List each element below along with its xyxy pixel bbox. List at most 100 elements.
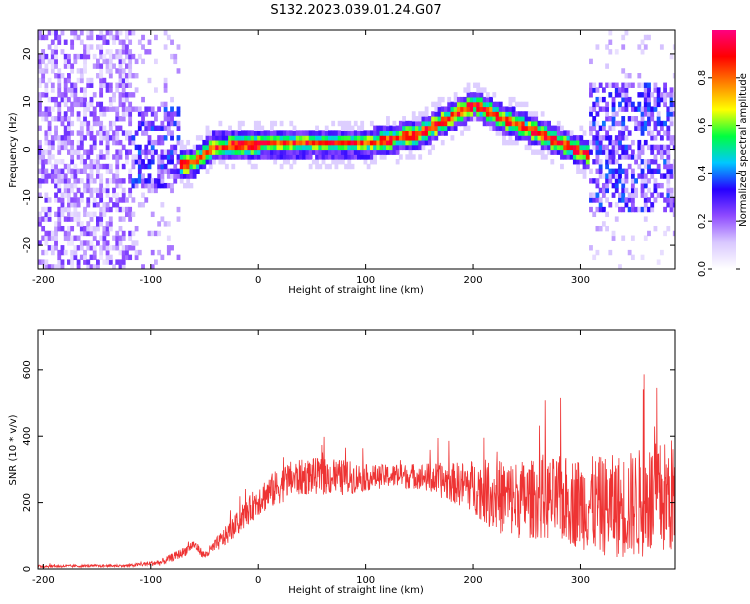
- heatmap-cell: [57, 206, 62, 213]
- heatmap-cell: [50, 87, 55, 93]
- y-tick-label: 600: [22, 360, 33, 379]
- heatmap-cell: [86, 163, 91, 170]
- heatmap-cell: [105, 221, 110, 227]
- heatmap-cell: [253, 154, 258, 160]
- heatmap-cell: [92, 53, 97, 60]
- heatmap-cell: [601, 221, 606, 227]
- heatmap-cell: [279, 130, 284, 136]
- heatmap-cell: [311, 144, 316, 151]
- heatmap-cell: [592, 135, 597, 141]
- heatmap-cell: [627, 192, 632, 198]
- heatmap-cell: [192, 168, 197, 174]
- heatmap-cell: [50, 58, 55, 65]
- heatmap-cell: [598, 187, 603, 194]
- heatmap-cell: [157, 154, 162, 160]
- heatmap-cell: [595, 225, 600, 232]
- heatmap-cell: [299, 144, 303, 151]
- heatmap-cell: [99, 235, 104, 241]
- heatmap-cell: [63, 187, 68, 194]
- heatmap-cell: [611, 230, 616, 237]
- heatmap-cell: [592, 144, 597, 151]
- heatmap-cell: [50, 139, 55, 146]
- heatmap-cell: [630, 154, 635, 160]
- heatmap-cell: [318, 139, 323, 146]
- heatmap-cell: [128, 63, 133, 69]
- heatmap-cell: [47, 159, 52, 165]
- heatmap-cell: [485, 111, 490, 117]
- heatmap-cell: [89, 264, 94, 269]
- heatmap-cell: [347, 159, 352, 165]
- heatmap-cell: [605, 82, 609, 88]
- heatmap-cell: [115, 68, 120, 74]
- heatmap-cell: [131, 92, 136, 98]
- heatmap-cell: [121, 49, 126, 55]
- heatmap-cell: [398, 144, 403, 151]
- heatmap-cell: [108, 96, 113, 103]
- heatmap-cell: [357, 154, 361, 160]
- heatmap-cell: [79, 53, 84, 60]
- heatmap-cell: [141, 149, 145, 155]
- heatmap-cell: [67, 58, 71, 65]
- heatmap-cell: [592, 197, 597, 203]
- y-tick-label: 400: [22, 427, 33, 446]
- heatmap-cell: [86, 187, 91, 194]
- heatmap-cell: [663, 163, 668, 170]
- heatmap-cell: [392, 120, 397, 127]
- heatmap-cell: [121, 254, 126, 261]
- heatmap-cell: [38, 216, 42, 222]
- y-tick-label: -10: [22, 189, 33, 205]
- heatmap-cell: [163, 82, 168, 88]
- heatmap-cell: [96, 240, 100, 246]
- heatmap-cell: [57, 111, 62, 117]
- heatmap-cell: [144, 163, 149, 170]
- heatmap-cell: [621, 34, 626, 41]
- heatmap-cell: [128, 187, 133, 194]
- heatmap-cell: [186, 163, 191, 170]
- heatmap-cell: [324, 135, 329, 141]
- heatmap-cell: [505, 120, 510, 127]
- heatmap-cell: [44, 259, 49, 265]
- heatmap-cell: [415, 139, 419, 146]
- heatmap-cell: [643, 125, 648, 131]
- heatmap-cell: [192, 163, 197, 170]
- heatmap-cell: [128, 101, 133, 108]
- heatmap-cell: [86, 106, 91, 112]
- heatmap-cell: [205, 125, 210, 131]
- heatmap-cell: [125, 63, 129, 69]
- heatmap-cell: [308, 154, 313, 160]
- x-tick-label: 200: [464, 575, 483, 586]
- heatmap-cell: [647, 159, 651, 165]
- heatmap-cell: [630, 197, 635, 203]
- heatmap-cell: [228, 149, 232, 155]
- heatmap-cell: [640, 178, 645, 184]
- heatmap-cell: [128, 39, 133, 45]
- heatmap-cell: [334, 144, 339, 151]
- heatmap-cell: [96, 225, 100, 232]
- heatmap-cell: [456, 96, 461, 103]
- heatmap-cell: [41, 58, 46, 65]
- heatmap-cell: [118, 58, 123, 65]
- heatmap-cell: [121, 87, 126, 93]
- heatmap-cell: [643, 178, 648, 184]
- heatmap-cell: [118, 73, 123, 79]
- heatmap-cell: [598, 163, 603, 170]
- heatmap-cell: [621, 192, 626, 198]
- heatmap-cell: [601, 144, 606, 151]
- heatmap-cell: [73, 30, 78, 36]
- heatmap-cell: [41, 73, 46, 79]
- heatmap-cell: [112, 34, 116, 41]
- heatmap-cell: [386, 116, 390, 122]
- heatmap-cell: [611, 144, 616, 151]
- heatmap-cell: [408, 120, 413, 127]
- heatmap-cell: [163, 125, 168, 131]
- heatmap-cell: [302, 135, 307, 141]
- heatmap-cell: [63, 87, 68, 93]
- heatmap-cell: [76, 149, 81, 155]
- heatmap-cell: [421, 116, 426, 122]
- heatmap-cell: [108, 259, 113, 265]
- heatmap-cell: [202, 154, 207, 160]
- heatmap-cell: [92, 230, 97, 237]
- heatmap-cell: [589, 130, 593, 136]
- heatmap-cell: [572, 154, 577, 160]
